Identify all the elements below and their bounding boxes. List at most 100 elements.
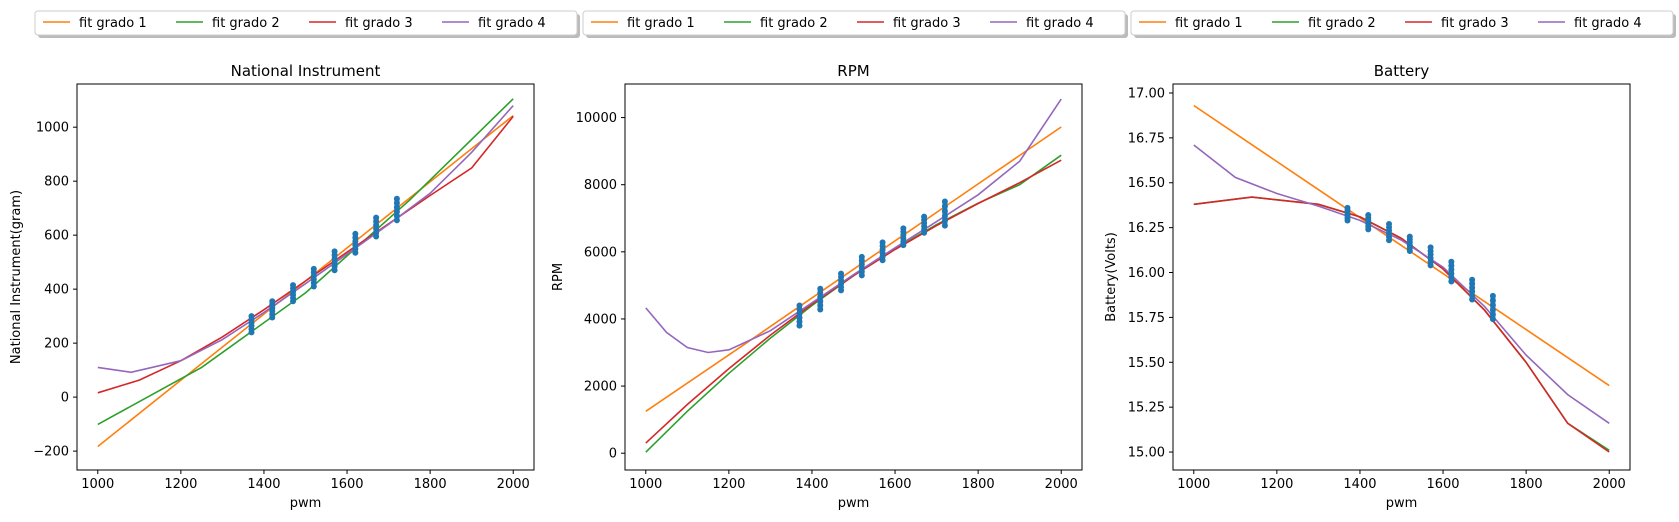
y-tick-label: 0 [609,447,617,462]
y-tick-label: 16.75 [1128,131,1165,146]
legend-label: fit grado 1 [79,16,147,31]
x-tick-label: 1400 [1343,477,1376,492]
data-cluster [310,265,317,290]
y-tick-label: 15.00 [1128,446,1165,461]
data-cluster [269,298,276,321]
data-point [817,298,824,305]
data-point [1386,237,1393,244]
x-tick-label: 1800 [414,477,447,492]
fit-line-2 [1193,196,1610,451]
y-tick-label: 800 [44,175,69,190]
data-cluster [879,239,886,264]
legend-label: fit grado 1 [627,16,695,31]
data-cluster [1365,212,1372,233]
fit-line-4 [645,98,1062,354]
data-point [269,314,276,321]
y-tick-label: 10000 [576,111,617,126]
y-tick-label: 4000 [584,312,617,327]
x-axis-label: pwm [290,496,322,511]
x-tick-label: 1600 [330,477,363,492]
data-point [1427,262,1434,269]
y-tick-label: 16.50 [1128,176,1165,191]
y-tick-label: 200 [44,337,69,352]
legend-label: fit grado 3 [1441,16,1509,31]
legend-label: fit grado 4 [1574,16,1642,31]
x-tick-label: 1600 [878,477,911,492]
x-tick-label: 1000 [629,477,662,492]
data-point [858,272,865,279]
legend-label: fit grado 4 [1026,16,1094,31]
chart-panel-1: 1000 1200 1400 1600 1800 2000 −200 0 200 400 600 80… [9,10,580,511]
y-tick-label: 0 [61,391,69,406]
data-point [1406,247,1413,254]
data-cluster [1406,233,1413,254]
x-tick-label: 2000 [1593,477,1626,492]
data-point [393,195,400,202]
legend-label: fit grado 3 [893,16,961,31]
fit-line-3 [645,159,1062,444]
data-cluster [1489,292,1496,323]
x-tick-label: 1400 [247,477,280,492]
data-cluster [921,213,928,236]
x-tick-label: 1200 [712,477,745,492]
y-tick-label: −200 [33,445,69,460]
fit-line-3 [97,115,514,394]
data-point [248,329,255,336]
chart-title: Battery [1374,62,1430,80]
data-point [1344,217,1351,224]
legend-label: fit grado 2 [1308,16,1376,31]
data-cluster [1469,276,1476,303]
data-cluster [796,302,803,329]
chart-title: National Instrument [231,62,381,80]
data-point [879,257,886,264]
chart-panel-2: 1000 1200 1400 1600 1800 2000 0 2000 4000 6000 800… [551,10,1128,511]
x-tick-label: 2000 [497,477,530,492]
data-point [1489,302,1496,309]
y-axis-label: Battery(Volts) [1104,232,1119,322]
x-tick-label: 1600 [1426,477,1459,492]
data-cluster [1427,244,1434,269]
data-point [331,267,338,274]
data-point [310,283,317,290]
chart-panel-3: 1000 1200 1400 1600 1800 2000 15.00 15.25 15.50 1… [1104,10,1676,511]
y-tick-label: 1000 [36,121,69,136]
data-point [393,200,400,207]
data-point [393,212,400,219]
chart-title: RPM [837,62,869,80]
data-point [817,294,824,301]
data-cluster [1386,221,1393,244]
y-tick-label: 15.50 [1128,356,1165,371]
fit-line-2 [645,154,1062,453]
data-point [941,198,948,205]
data-point [921,229,928,236]
data-point [941,212,948,219]
data-cluster [817,285,824,313]
y-tick-label: 400 [44,283,69,298]
x-axis-label: pwm [1386,496,1418,511]
fit-line-4 [97,105,514,374]
fit-line-4 [1193,144,1610,424]
data-point [817,306,824,313]
fit-line-1 [1193,104,1610,387]
data-point [817,289,824,296]
x-tick-label: 1800 [1510,477,1543,492]
x-tick-label: 1000 [1177,477,1210,492]
legend: fit grado 1 fit grado 2 fit grado 3 fit gra… [582,10,1128,38]
y-tick-label: 6000 [584,245,617,260]
plot-frame [624,83,1083,471]
y-tick-label: 2000 [584,380,617,395]
data-point [796,322,803,329]
data-point [1489,316,1496,323]
data-point [941,222,948,229]
y-tick-label: 600 [44,229,69,244]
data-point [1489,311,1496,318]
y-tick-label: 15.25 [1128,401,1165,416]
data-point [290,298,297,305]
data-cluster [838,270,845,294]
legend: fit grado 1 fit grado 2 fit grado 3 fit gra… [34,10,580,38]
data-cluster [1448,258,1455,285]
data-point [817,285,824,292]
data-point [373,233,380,240]
legend-box [582,10,1126,36]
